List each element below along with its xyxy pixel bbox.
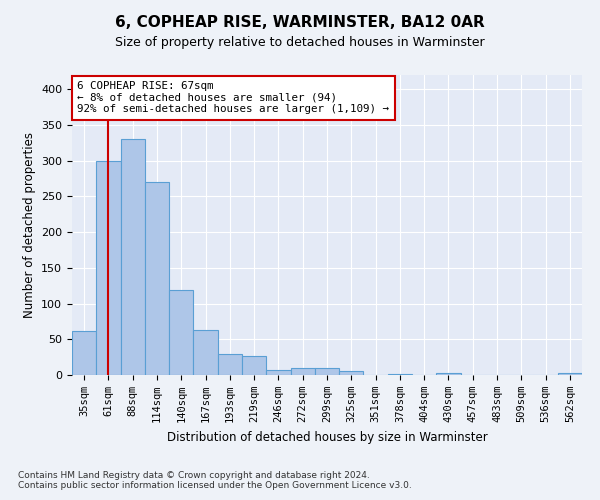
Bar [72, 330, 96, 375]
Y-axis label: Number of detached properties: Number of detached properties [23, 132, 35, 318]
Bar [290, 368, 315, 375]
Bar [558, 373, 582, 375]
Bar [339, 372, 364, 375]
Bar [242, 356, 266, 375]
Bar [145, 182, 169, 375]
Bar [121, 140, 145, 375]
Text: 6 COPHEAP RISE: 67sqm
← 8% of detached houses are smaller (94)
92% of semi-detac: 6 COPHEAP RISE: 67sqm ← 8% of detached h… [77, 81, 389, 114]
Bar [266, 370, 290, 375]
Text: Contains HM Land Registry data © Crown copyright and database right 2024.
Contai: Contains HM Land Registry data © Crown c… [18, 470, 412, 490]
Bar [315, 368, 339, 375]
Bar [388, 374, 412, 375]
X-axis label: Distribution of detached houses by size in Warminster: Distribution of detached houses by size … [167, 430, 487, 444]
Bar [218, 354, 242, 375]
Text: Size of property relative to detached houses in Warminster: Size of property relative to detached ho… [115, 36, 485, 49]
Bar [169, 290, 193, 375]
Bar [96, 160, 121, 375]
Bar [193, 330, 218, 375]
Bar [436, 373, 461, 375]
Text: 6, COPHEAP RISE, WARMINSTER, BA12 0AR: 6, COPHEAP RISE, WARMINSTER, BA12 0AR [115, 15, 485, 30]
